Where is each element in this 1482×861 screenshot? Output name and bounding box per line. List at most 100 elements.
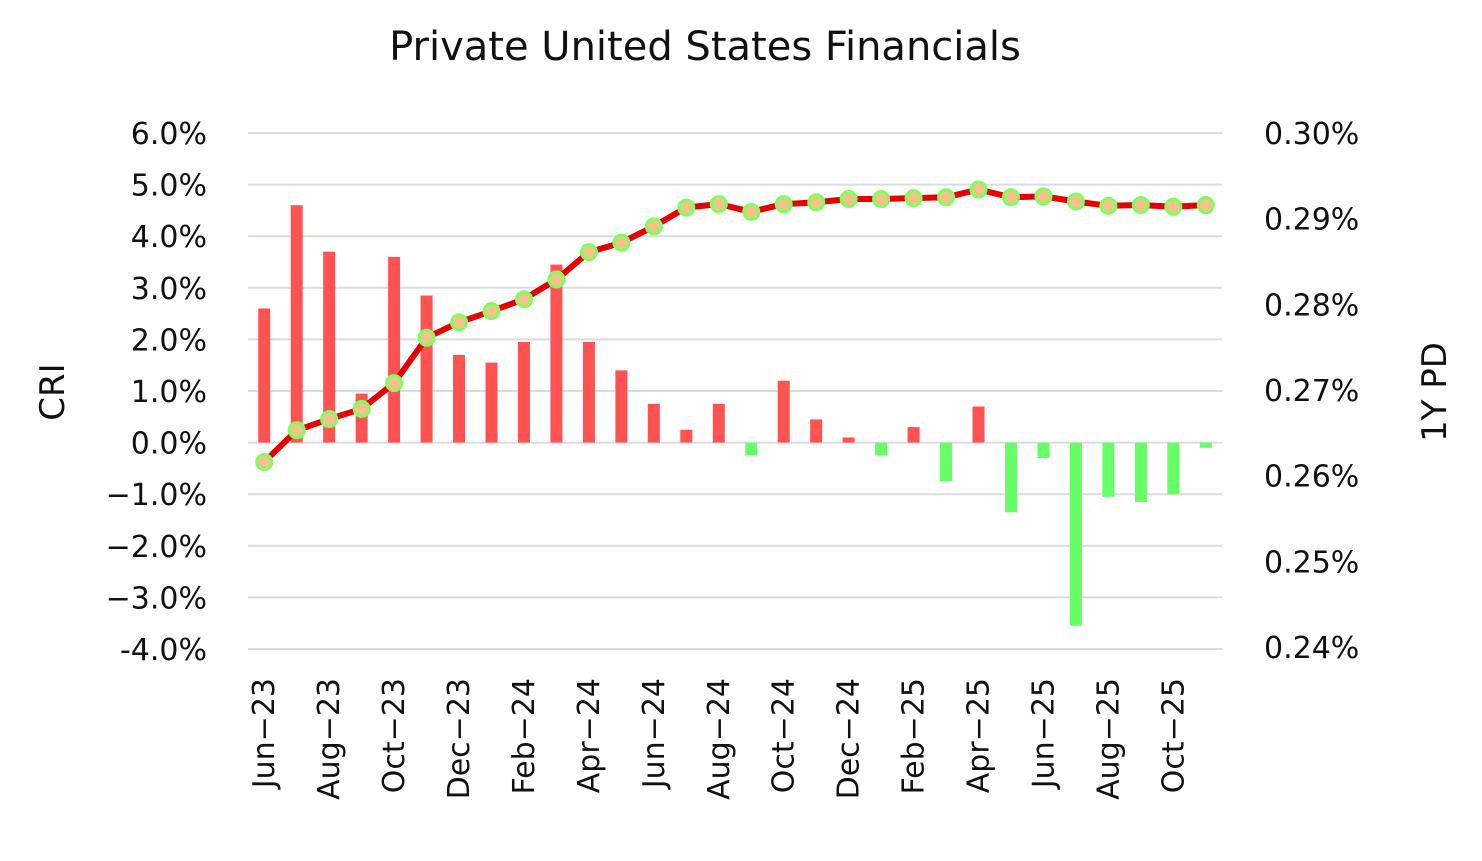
cri-bar [615, 370, 628, 443]
left-tick-label: −3.0% [106, 581, 207, 616]
chart-title: Private United States Financials [389, 24, 1021, 70]
left-tick-label: 3.0% [131, 272, 207, 307]
cri-bar [745, 442, 758, 456]
pd-marker [1066, 192, 1085, 211]
x-tick-label: Jun−25 [1026, 678, 1061, 790]
cri-bar [1167, 442, 1180, 495]
x-tick-label: Jun−24 [637, 678, 672, 790]
cri-bar [810, 419, 823, 443]
cri-bar [453, 354, 466, 443]
x-tick-label: Oct−25 [1156, 678, 1191, 793]
cri-bar [875, 442, 888, 456]
right-tick-label: 0.26% [1264, 460, 1359, 495]
pd-marker [579, 243, 598, 262]
pd-marker [1099, 196, 1118, 215]
left-tick-label: 0.0% [131, 427, 207, 462]
cri-bar [323, 251, 336, 443]
cri-bars [258, 205, 1212, 626]
left-tick-label: −2.0% [106, 530, 207, 565]
x-tick-label: Oct−23 [377, 678, 412, 793]
x-tick-label: Aug−24 [702, 678, 737, 800]
x-tick-label: Aug−25 [1091, 678, 1126, 800]
left-tick-label: 1.0% [131, 375, 207, 410]
pd-marker [937, 188, 956, 207]
cri-bar [485, 362, 498, 443]
cri-bar [1069, 442, 1082, 626]
cri-bar [712, 403, 725, 443]
pd-marker [1131, 195, 1150, 214]
cri-bar [972, 406, 985, 443]
cri-bar [582, 341, 595, 443]
pd-markers [255, 180, 1215, 471]
cri-bar [1037, 442, 1050, 459]
pd-marker [677, 198, 696, 217]
right-tick-label: 0.28% [1264, 288, 1359, 323]
pd-marker [839, 189, 858, 208]
cri-bar [1102, 442, 1115, 497]
x-tick-label: Feb−24 [507, 678, 542, 794]
left-tick-label: 6.0% [131, 117, 207, 152]
x-tick-label: Oct−24 [767, 678, 802, 793]
cri-bar [680, 429, 693, 443]
cri-bar [647, 403, 660, 443]
pd-marker [1196, 195, 1215, 214]
cri-bar [290, 205, 303, 443]
right-tick-label: 0.29% [1264, 203, 1359, 238]
pd-marker [872, 189, 891, 208]
pd-line-path [262, 186, 1206, 465]
x-tick-label: Aug−23 [312, 678, 347, 800]
cri-bar [550, 264, 563, 443]
pd-marker [352, 399, 371, 418]
x-tick-label: Dec−24 [832, 678, 867, 799]
cri-bar [940, 442, 953, 482]
x-tick-label: Feb−25 [897, 678, 932, 794]
left-axis-ticks: 6.0% 5.0% 4.0% 3.0% 2.0% 1.0% 0.0% −1.0% −2.0% −3… [106, 117, 207, 668]
pd-marker [385, 374, 404, 393]
pd-marker [287, 421, 306, 440]
pd-marker [774, 195, 793, 214]
pd-marker [320, 410, 339, 429]
cri-bar [1134, 442, 1147, 502]
left-tick-label: 2.0% [131, 323, 207, 358]
pd-marker [612, 233, 631, 252]
cri-bar [1004, 442, 1017, 513]
cri-bar [517, 341, 530, 443]
pd-marker [1001, 188, 1020, 207]
pd-marker [255, 452, 274, 471]
x-tick-label: Apr−25 [962, 678, 997, 793]
pd-marker [547, 270, 566, 289]
left-tick-label: 5.0% [131, 169, 207, 204]
pd-line [262, 186, 1206, 465]
pd-marker [969, 180, 988, 199]
pd-marker [807, 193, 826, 212]
left-tick-label: -4.0% [120, 633, 207, 668]
pd-marker [450, 313, 469, 332]
cri-bar [842, 437, 855, 443]
cri-bar [907, 427, 920, 443]
cri-bar [777, 380, 790, 443]
x-tick-label: Jun−23 [247, 678, 282, 790]
cri-bar [388, 256, 401, 443]
pd-marker [1034, 187, 1053, 206]
cri-bar [1199, 442, 1212, 448]
right-tick-label: 0.24% [1264, 631, 1359, 666]
pd-marker [904, 189, 923, 208]
gridlines [248, 132, 1222, 650]
left-tick-label: 4.0% [131, 220, 207, 255]
x-tick-label: Dec−23 [442, 678, 477, 799]
pd-marker [482, 302, 501, 321]
x-tick-label: Apr−24 [572, 678, 607, 793]
pd-marker [514, 290, 533, 309]
pd-marker [1164, 197, 1183, 216]
pd-marker [644, 217, 663, 236]
right-tick-label: 0.30% [1264, 117, 1359, 152]
right-axis-ticks: 0.30% 0.29% 0.28% 0.27% 0.26% 0.25% 0.24% [1264, 117, 1359, 666]
cri-bar [420, 295, 433, 443]
right-axis-label: 1Y PD [1415, 342, 1455, 442]
right-tick-label: 0.25% [1264, 545, 1359, 580]
pd-marker [417, 328, 436, 347]
pd-marker [709, 195, 728, 214]
cri-bar [258, 308, 271, 443]
